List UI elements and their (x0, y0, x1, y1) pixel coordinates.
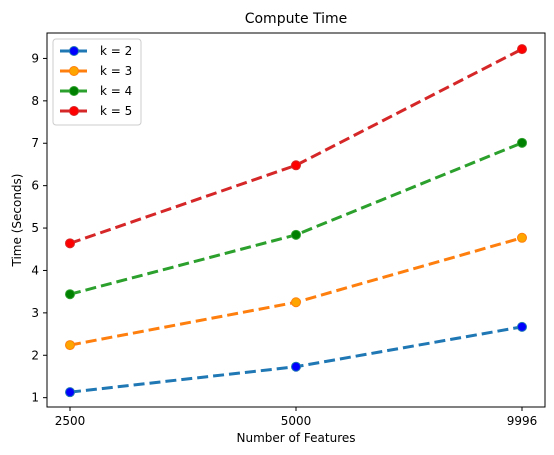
legend-box (52, 38, 142, 126)
data-point (517, 44, 527, 55)
chart-title: Compute Time (245, 11, 348, 27)
legend-label: k = 3 (100, 64, 132, 78)
legend-label: k = 2 (100, 44, 132, 58)
y-tick-label: 3 (31, 306, 39, 320)
y-tick-label: 7 (31, 136, 39, 150)
y-axis-label: Time (Seconds) (10, 174, 24, 268)
legend-marker (69, 66, 79, 76)
data-point (65, 238, 75, 249)
data-point (291, 361, 301, 372)
x-tick-label: 5000 (281, 414, 312, 428)
y-tick-label: 6 (31, 179, 39, 193)
y-tick-label: 1 (31, 391, 39, 405)
data-point (517, 321, 527, 332)
series-layer (65, 44, 527, 398)
x-tick-label: 9996 (507, 414, 538, 428)
data-point (65, 289, 75, 300)
data-point (291, 160, 301, 171)
data-point (291, 297, 301, 308)
y-tick-label: 2 (31, 348, 39, 362)
x-tick-label: 2500 (55, 414, 86, 428)
legend-marker (69, 46, 79, 56)
series-line-k3 (69, 236, 523, 347)
legend-marker (69, 106, 79, 116)
data-point (517, 232, 527, 243)
data-point (291, 229, 301, 240)
data-point (65, 387, 75, 398)
y-axis: 1 2 3 4 5 6 7 8 9 (31, 51, 47, 405)
legend-label: k = 5 (100, 104, 132, 118)
y-tick-label: 9 (31, 51, 39, 65)
legend-marker (69, 86, 79, 96)
legend-label: k = 4 (100, 84, 132, 98)
y-tick-label: 5 (31, 221, 39, 235)
y-tick-label: 8 (31, 94, 39, 108)
series-line-k5 (69, 47, 523, 245)
series-line-k2 (69, 325, 523, 394)
legend: k = 2 k = 3 k = 4 k = 5 (52, 38, 142, 126)
y-tick-label: 4 (31, 263, 39, 277)
data-point (65, 340, 75, 351)
x-axis-label: Number of Features (237, 431, 356, 445)
x-axis: 2500 5000 9996 (55, 407, 538, 428)
data-point (517, 137, 527, 148)
